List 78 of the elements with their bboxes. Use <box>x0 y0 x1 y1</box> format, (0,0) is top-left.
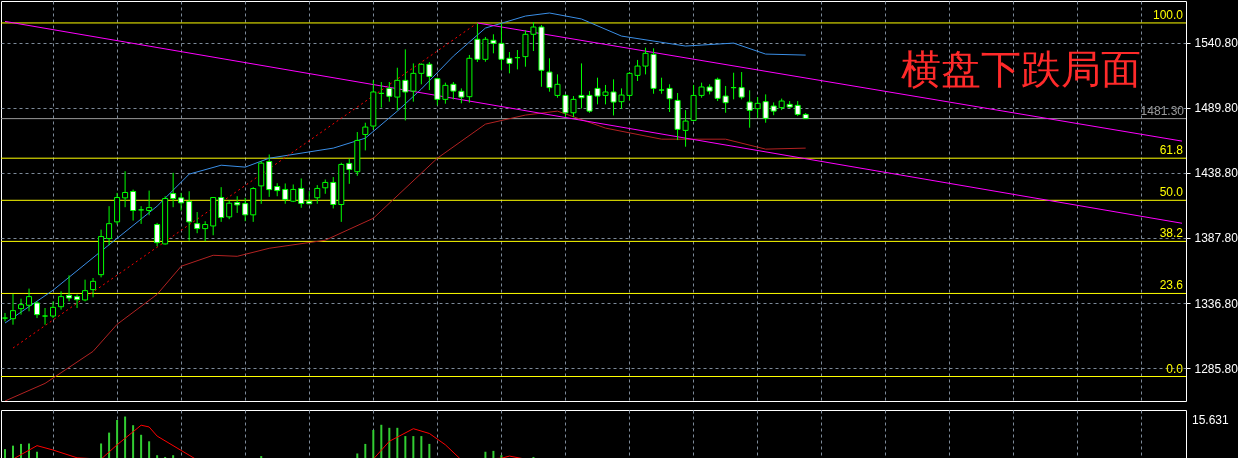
candlestick <box>410 62 417 103</box>
text: 15.631 <box>1192 413 1230 427</box>
candlestick <box>186 190 193 242</box>
candlestick <box>666 83 673 113</box>
candlestick <box>10 293 17 326</box>
candlestick <box>402 48 409 121</box>
bar <box>380 424 383 458</box>
y-tick-label: 1285.80 <box>1194 361 1239 376</box>
candlestick <box>386 81 393 103</box>
bar <box>364 443 367 458</box>
candlestick <box>314 184 321 205</box>
candlestick <box>394 67 401 111</box>
y-tick-label: 1438.80 <box>1194 166 1239 181</box>
bar <box>420 436 423 458</box>
bar <box>484 451 487 458</box>
candlestick <box>66 274 73 302</box>
bar <box>356 453 359 458</box>
candlestick <box>202 220 209 242</box>
bar <box>404 436 407 458</box>
annotation: 50.0 <box>1159 185 1184 200</box>
bar <box>140 434 143 458</box>
annotation: 横盘下跌局面 <box>901 47 1141 92</box>
bar <box>116 420 119 458</box>
annotation: 100.0 <box>1152 7 1184 22</box>
candlestick <box>90 277 97 298</box>
bar <box>500 455 503 458</box>
bar <box>4 449 6 458</box>
bar <box>388 427 391 458</box>
annotation: 38.2 <box>1159 226 1184 241</box>
candlestick <box>130 189 137 222</box>
bar <box>28 443 31 458</box>
candlestick <box>138 205 145 225</box>
bar <box>108 432 111 458</box>
bar <box>36 451 39 458</box>
annotation: 0.0 <box>1166 361 1184 376</box>
annotation: 23.6 <box>1159 278 1184 293</box>
bar <box>12 445 15 458</box>
bar <box>124 416 127 458</box>
candlestick <box>298 177 305 209</box>
y-tick-label: 1336.80 <box>1194 296 1239 311</box>
line-series <box>4 110 807 401</box>
bar <box>156 455 159 458</box>
candlestick <box>258 160 265 205</box>
ref-line-label: 1481.30 <box>1140 103 1185 118</box>
bar <box>148 441 151 458</box>
bar <box>172 455 175 458</box>
bar <box>428 443 431 458</box>
annotation: 61.8 <box>1159 143 1184 158</box>
candlestick <box>146 190 153 216</box>
candlestick <box>122 170 129 208</box>
candlestick <box>194 211 201 234</box>
bar <box>372 430 375 458</box>
candlestick <box>226 200 233 220</box>
candlestick <box>738 71 745 100</box>
candlestick <box>218 186 225 223</box>
candlestick <box>154 222 161 247</box>
candlestick <box>18 298 25 316</box>
bar <box>396 427 399 458</box>
candlestick <box>58 290 65 311</box>
y-tick-label: 1489.80 <box>1194 101 1239 116</box>
candlestick <box>2 312 8 322</box>
bar <box>492 450 495 458</box>
candlestick <box>42 307 49 326</box>
candlestick <box>74 294 81 309</box>
candlestick <box>330 176 337 209</box>
bar <box>412 436 415 458</box>
candlestick <box>26 288 33 312</box>
bar <box>132 425 135 458</box>
bar <box>100 443 103 458</box>
candlestick <box>242 197 249 222</box>
y-tick-label: 1387.80 <box>1194 231 1239 246</box>
candlestick <box>170 172 177 208</box>
candlestick <box>362 122 369 151</box>
candlestick <box>282 182 289 205</box>
line-series <box>4 12 807 324</box>
y-tick-label: 1540.80 <box>1194 36 1239 51</box>
candlestick <box>346 158 353 185</box>
candlestick <box>106 205 113 246</box>
